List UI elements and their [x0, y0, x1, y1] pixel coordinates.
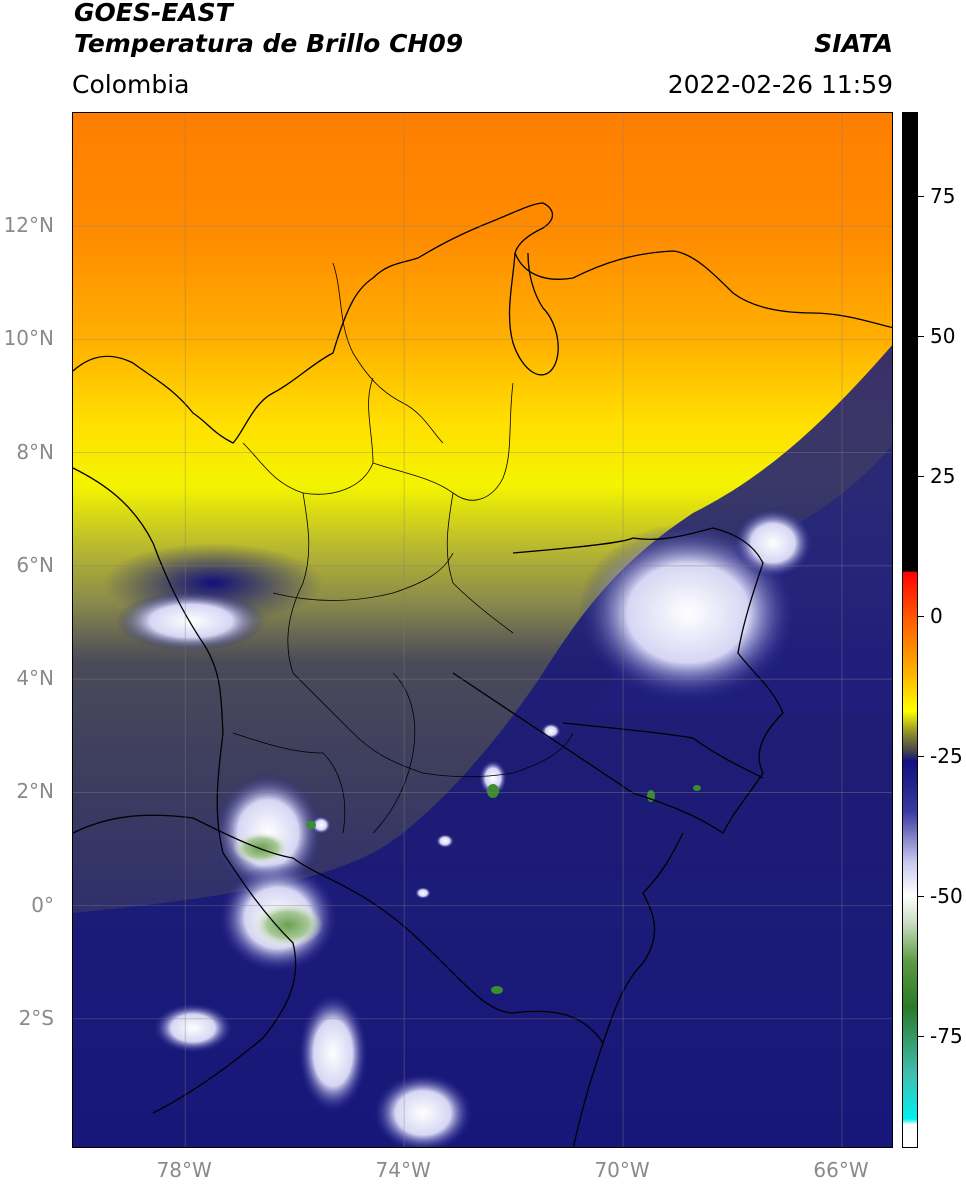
temperature-colorbar: [902, 112, 918, 1148]
pacific-coast: [73, 467, 297, 1114]
colorbar-tick-mark: [918, 336, 924, 337]
cloud-cell: [541, 723, 561, 739]
colombia-brazil-border: [562, 722, 764, 779]
dept-border: [332, 262, 444, 444]
cloud-cell: [479, 760, 507, 796]
venezuela-border: [452, 527, 784, 834]
colorbar-tick-label: -50: [930, 884, 963, 908]
cloud-cluster-ne: [733, 508, 813, 578]
cloud-cluster-venezuela: [578, 523, 798, 703]
country-borders: [73, 527, 784, 1147]
colorbar-tick-mark: [918, 616, 924, 617]
gridlines: [73, 113, 892, 1147]
cloud-cell: [415, 887, 431, 899]
product-title: GOES-EAST: [74, 0, 233, 27]
colorbar-tick-mark: [918, 1036, 924, 1037]
colorbar-tick-mark: [918, 756, 924, 757]
cold-core-green: [491, 986, 503, 994]
cloud-cell: [311, 816, 331, 834]
colorbar-tick-mark: [918, 196, 924, 197]
dept-border: [352, 732, 574, 778]
satellite-map: [72, 112, 893, 1148]
cloud-cell: [436, 834, 454, 848]
product-subtitle: Temperatura de Brillo CH09: [74, 29, 464, 58]
colorbar-tick-mark: [918, 476, 924, 477]
cloud-cluster-peru: [153, 1003, 233, 1053]
lon-tick-label: 66°W: [813, 1158, 869, 1182]
dept-border: [232, 732, 346, 834]
coastlines: [73, 202, 892, 1114]
lat-tick-label: 2°N: [16, 779, 54, 804]
lat-tick-label: 0°: [31, 892, 54, 917]
cloud-cluster-far-south: [373, 1073, 473, 1147]
cold-core-green: [693, 785, 701, 791]
lon-tick-label: 74°W: [375, 1158, 431, 1182]
colorbar-tick-label: -25: [930, 744, 963, 768]
dept-border: [372, 672, 416, 834]
lat-tick-label: 10°N: [3, 326, 54, 351]
colorbar-tick-label: 0: [930, 604, 943, 628]
colorbar-tick-mark: [918, 896, 924, 897]
cold-core-green: [233, 832, 289, 864]
cold-core-green: [306, 821, 316, 829]
lat-tick-label: 2°S: [18, 1005, 54, 1030]
lake-maracaibo: [508, 252, 559, 376]
caribbean-coast: [73, 202, 892, 444]
cold-core-green: [487, 784, 499, 798]
colorbar-tick-label: 50: [930, 324, 956, 348]
dept-border: [446, 492, 514, 634]
datetime-label: 2022-02-26 11:59: [667, 70, 893, 99]
dept-border: [287, 492, 354, 734]
lat-tick-label: 12°N: [3, 213, 54, 238]
dept-border: [372, 382, 514, 501]
region-label: Colombia: [72, 70, 190, 99]
lat-tick-label: 8°N: [16, 439, 54, 464]
cloud-cluster-pacific: [116, 591, 266, 651]
dept-border: [272, 552, 454, 601]
cold-core-green: [253, 903, 323, 947]
colorbar-tick-label: -75: [930, 1024, 963, 1048]
cloud-cluster-south: [298, 993, 368, 1113]
map-canvas: [73, 113, 892, 1147]
lat-tick-label: 4°N: [16, 666, 54, 691]
colorbar-tick-label: 25: [930, 464, 956, 488]
colorbar-tick-label: 75: [930, 184, 956, 208]
lon-tick-label: 78°W: [156, 1158, 212, 1182]
ecuador-peru-border: [73, 814, 514, 1014]
brand-label: SIATA: [814, 29, 893, 58]
lon-tick-label: 70°W: [594, 1158, 650, 1182]
brazil-border: [602, 832, 684, 1044]
dept-border: [242, 377, 374, 495]
department-borders: [232, 262, 574, 834]
lat-tick-label: 6°N: [16, 552, 54, 577]
